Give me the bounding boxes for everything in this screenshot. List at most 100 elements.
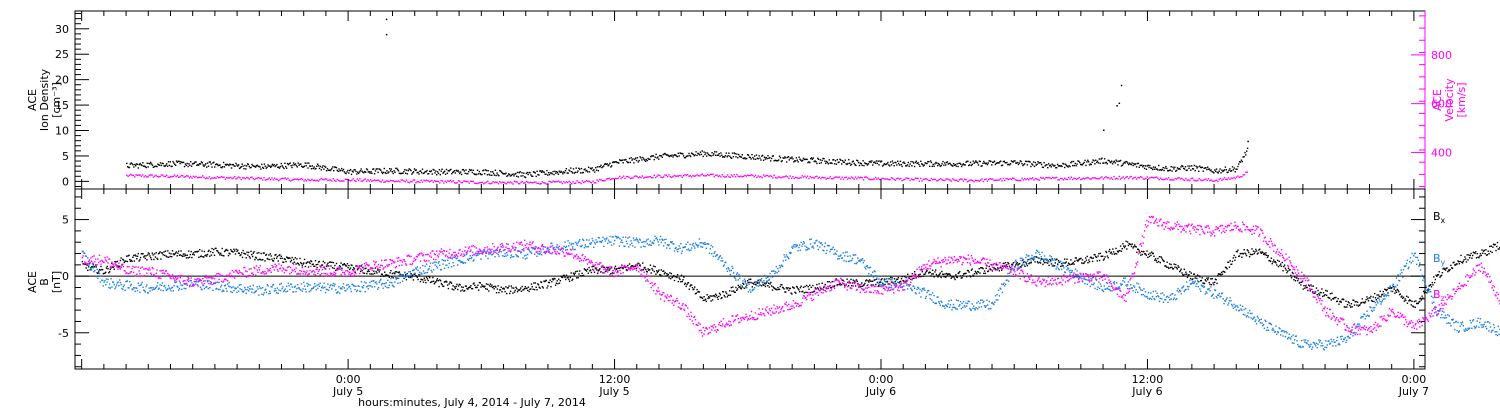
density-series-point (1051, 163, 1053, 165)
velocity-series-point (1186, 179, 1188, 181)
b-series-bx-point (1212, 282, 1214, 284)
velocity-series-point (497, 183, 500, 185)
b-series-bx-point (800, 285, 802, 287)
b-series-bx-point (911, 273, 913, 275)
b-series-bx-point (286, 257, 289, 259)
b-series-bx-point (1137, 248, 1140, 251)
velocity-series-point (545, 183, 548, 185)
b-series-by-point (216, 281, 219, 283)
b-series-bx-point (386, 275, 388, 277)
b-series-bx-point (127, 255, 129, 257)
b-series-bx-point (1021, 264, 1023, 267)
b-series-bx-point (545, 279, 547, 282)
density-series-point (314, 168, 316, 170)
top-right-tick-label: 600 (1431, 98, 1452, 111)
velocity-series-point (760, 175, 762, 178)
b-series-bx-point (1287, 267, 1290, 269)
density-series-point (904, 162, 906, 165)
b-series-bx-point (286, 256, 288, 258)
density-series-point (508, 173, 511, 176)
b-series-bx-point (1367, 298, 1369, 300)
b-series-bx-point (379, 269, 381, 271)
velocity-series-point (756, 176, 758, 179)
density-series-point (1215, 170, 1217, 173)
density-series-point (206, 166, 208, 168)
velocity-series-point (263, 176, 265, 179)
velocity-series-point (533, 181, 536, 183)
density-series-point (338, 168, 340, 170)
velocity-series-point (343, 180, 345, 182)
b-series-bx-point (250, 250, 252, 253)
velocity-series-point (882, 177, 885, 180)
b-series-by-point (322, 287, 324, 289)
b-series-by-point (105, 284, 107, 286)
b-series-by-point (432, 262, 434, 264)
density-series-point (357, 172, 360, 175)
b-series-bx-point (1078, 259, 1080, 261)
b-series-by-point (385, 282, 387, 284)
b-series-bx-point (900, 280, 902, 283)
density-series-point (555, 172, 557, 174)
b-series-bx-point (544, 280, 547, 282)
b-series-bx-point (264, 260, 266, 262)
b-series-bx-point (207, 250, 209, 253)
b-series-bx-point (347, 267, 349, 269)
b-series-by-point (353, 285, 356, 287)
density-series-point (190, 161, 192, 163)
density-series-point (339, 170, 341, 172)
density-series-point (988, 160, 990, 162)
b-series-bx-point (1242, 253, 1245, 255)
b-series-bx-point (854, 285, 857, 287)
velocity-series-point (984, 178, 986, 181)
density-series-point (342, 168, 345, 171)
b-series-bx-point (1026, 265, 1029, 267)
b-series-bx-point (368, 270, 370, 272)
b-series-bx-point (469, 286, 471, 289)
velocity-series-point (349, 180, 352, 182)
velocity-series-point (151, 174, 153, 176)
b-series-bx-point (505, 286, 507, 288)
velocity-series-point (850, 176, 853, 178)
b-series-bx-point (500, 286, 502, 288)
density-series-point (499, 170, 501, 172)
b-series-by-point (243, 290, 245, 292)
b-series-bx-point (745, 286, 747, 288)
velocity-series-point (1237, 175, 1239, 177)
velocity-series-point (765, 174, 767, 177)
density-series-point (327, 169, 330, 171)
b-series-bx-point (672, 275, 674, 278)
velocity-series-point (480, 181, 482, 184)
b-series-bx-point (742, 282, 744, 284)
velocity-series-point (949, 179, 951, 181)
b-series-by-point (451, 258, 453, 260)
density-series-point (470, 169, 473, 171)
b-series-bx-point (1323, 295, 1325, 297)
b-series-bx-point (88, 263, 91, 265)
b-series-bx-point (572, 272, 575, 274)
density-series-point (238, 167, 241, 170)
velocity-series-point (485, 181, 488, 183)
b-series-bx-point (373, 270, 375, 272)
b-series-bx-point (1160, 256, 1162, 258)
b-series-bx-point (938, 274, 940, 276)
velocity-series-point (289, 180, 292, 182)
b-series-by-point (233, 289, 235, 292)
velocity-series-point (1147, 178, 1150, 180)
density-series-point (695, 151, 697, 153)
b-series-by-point (309, 284, 311, 286)
density-series-point (273, 163, 275, 166)
velocity-series-point (320, 177, 322, 180)
b-series-bx-point (1418, 301, 1420, 303)
b-series-bx-point (331, 261, 333, 263)
velocity-series-point (990, 178, 993, 180)
velocity-series-point (890, 177, 893, 179)
b-series-by-point (196, 284, 199, 286)
b-series-by-point (92, 267, 94, 269)
density-series-point (317, 163, 319, 165)
density-series-point (131, 162, 133, 165)
b-series-by-point (191, 282, 193, 284)
density-series-point (1142, 166, 1144, 168)
density-series-point (656, 157, 658, 159)
density-series-point (1191, 165, 1193, 167)
b-series-bx-point (1328, 297, 1330, 299)
